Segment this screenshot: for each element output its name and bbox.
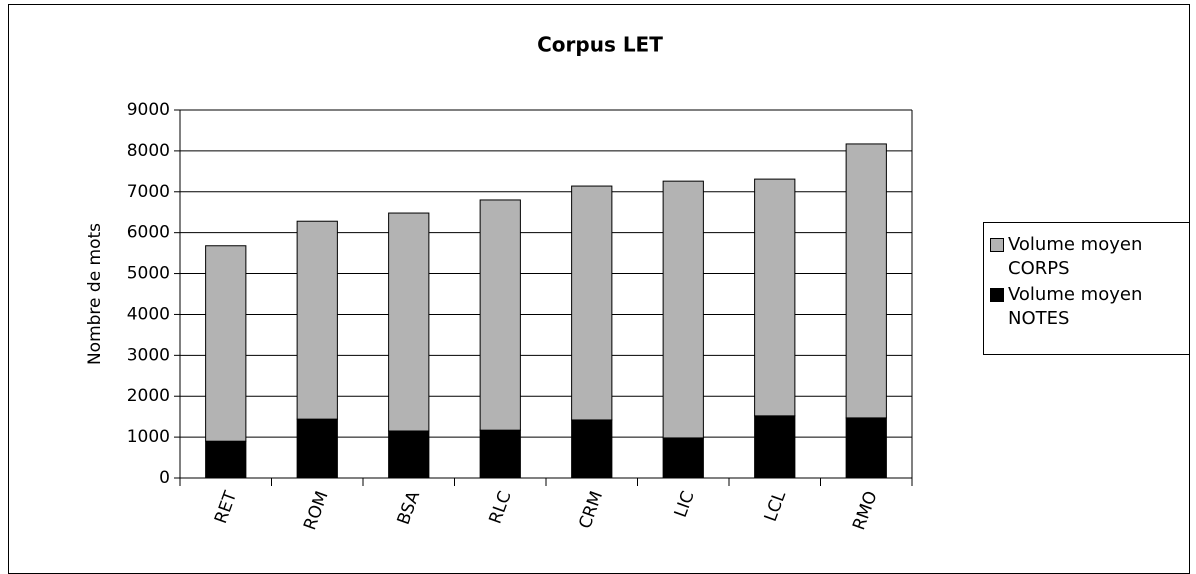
y-tick-label: 6000 <box>127 223 170 243</box>
legend: Volume moyen CORPS Volume moyen NOTES <box>983 222 1190 355</box>
bar-segment <box>845 417 887 479</box>
legend-label: Volume moyen CORPS <box>1008 234 1143 279</box>
y-tick-label: 2000 <box>127 386 170 406</box>
y-tick-label: 4000 <box>127 304 170 324</box>
bar-segment <box>754 178 796 417</box>
bar-segment <box>388 212 430 432</box>
bar-segment <box>388 430 430 479</box>
x-tick-label: LIC <box>671 489 699 521</box>
chart-title: Corpus LET <box>537 33 663 57</box>
bar-segment <box>205 245 247 442</box>
y-tick-label: 7000 <box>127 182 170 202</box>
bar-segment <box>296 220 338 420</box>
y-tick-label: 0 <box>159 468 170 488</box>
legend-swatch <box>990 238 1004 252</box>
bar-segment <box>205 440 247 479</box>
legend-swatch <box>990 288 1004 302</box>
bar-segment <box>296 418 338 479</box>
legend-label: Volume moyen NOTES <box>1008 284 1143 329</box>
legend-entry: Volume moyen CORPS <box>990 233 1185 281</box>
y-tick-label: 5000 <box>127 264 170 284</box>
bar-segment <box>479 429 521 479</box>
chart: Corpus LET Nombre de mots 0 1000 2000 3000 4… <box>85 33 913 533</box>
x-tick-label: RET <box>211 488 241 526</box>
legend-entry: Volume moyen NOTES <box>990 283 1185 331</box>
x-tick-label: ROM <box>300 489 332 533</box>
x-tick-label: RMO <box>849 489 881 533</box>
y-tick-label: 8000 <box>127 141 170 161</box>
x-tick-label: RLC <box>486 489 516 527</box>
y-tick-label: 3000 <box>127 345 170 365</box>
bar-segment <box>662 437 704 479</box>
x-tick-label: CRM <box>575 489 607 532</box>
x-tick-label: BSA <box>394 488 425 527</box>
page: {"chart_data": {"type": "bar", "stacked"… <box>8 4 1190 574</box>
bar-segment <box>845 143 887 419</box>
x-tick-label: LCL <box>761 488 791 524</box>
y-tick-label: 9000 <box>127 100 170 120</box>
bar-segment <box>754 415 796 479</box>
y-axis-label: Nombre de mots <box>85 223 105 365</box>
bar-segment <box>662 180 704 439</box>
bar-segment <box>571 185 613 421</box>
bar-segment <box>571 419 613 479</box>
y-tick-label: 1000 <box>127 427 170 447</box>
bar-segment <box>479 199 521 431</box>
